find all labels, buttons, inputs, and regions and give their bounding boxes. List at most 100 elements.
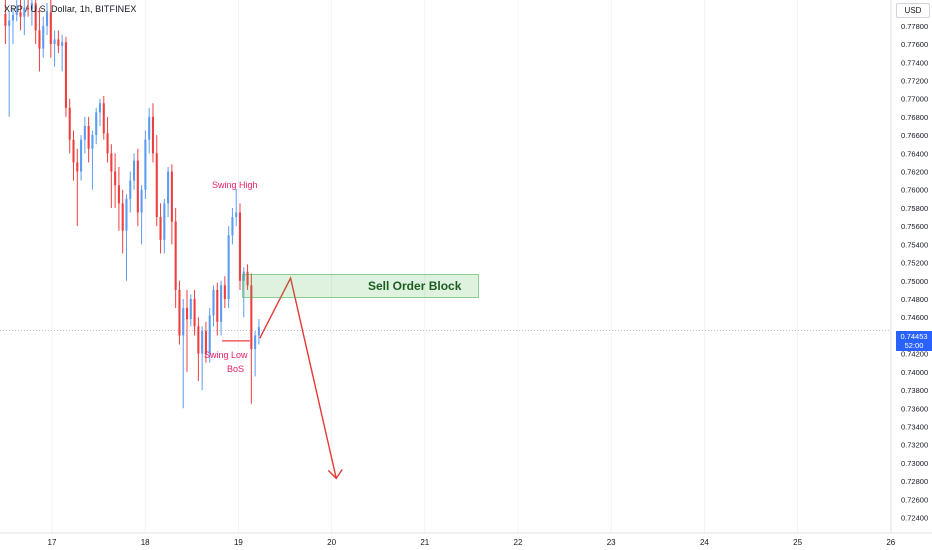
time-tick-label: 17 — [48, 538, 57, 547]
candle-body — [246, 271, 249, 286]
price-tick-label: 0.76200 — [901, 168, 928, 177]
price-tick-label: 0.73800 — [901, 386, 928, 395]
candle-body — [238, 212, 242, 281]
price-tick-label: 0.75400 — [901, 240, 928, 249]
candle-body — [227, 235, 230, 300]
candle-body — [189, 299, 192, 320]
price-tick-label: 0.77400 — [901, 58, 928, 67]
candle-body — [136, 160, 139, 213]
candle-body — [38, 30, 41, 49]
candle-body — [151, 116, 155, 154]
price-tick-label: 0.73400 — [901, 422, 928, 431]
candle-body — [61, 42, 64, 46]
projection-line — [259, 276, 337, 479]
time-tick-label: 23 — [607, 538, 616, 547]
price-tick-label: 0.75200 — [901, 259, 928, 268]
price-tick-label: 0.73600 — [901, 404, 928, 413]
candle-body — [42, 25, 45, 49]
candle-body — [170, 171, 173, 222]
candle-body — [148, 116, 151, 140]
candle-body — [80, 139, 83, 172]
candle-body — [185, 308, 189, 320]
candle-body — [178, 289, 181, 336]
candle-body — [167, 171, 170, 204]
time-tick-label: 24 — [700, 538, 709, 547]
candle-body — [163, 203, 166, 240]
sell-order-block-label: Sell Order Block — [368, 279, 462, 293]
time-axis[interactable]: 17 18 19 20 21 22 23 24 25 26 — [0, 532, 932, 547]
candle-body — [114, 171, 117, 186]
candle-body — [254, 335, 257, 350]
candle-body — [91, 135, 94, 149]
time-tick-label: 20 — [327, 538, 336, 547]
symbol-title[interactable]: XRP / U.S. Dollar, 1h, BITFINEX — [4, 4, 137, 14]
candle-body — [23, 7, 26, 17]
candle-body — [110, 153, 113, 172]
candle-body — [57, 39, 60, 46]
price-tick-label: 0.75600 — [901, 222, 928, 231]
currency-badge[interactable]: USD — [896, 3, 930, 18]
current-price-value: 0.74453 — [900, 332, 928, 341]
candle-body — [98, 103, 102, 113]
candle-body — [174, 221, 177, 290]
price-tick-label: 0.74600 — [901, 313, 928, 322]
candle-body — [72, 139, 75, 163]
candle-body — [129, 180, 132, 199]
candle-body — [49, 12, 52, 45]
price-tick-label: 0.72600 — [901, 495, 928, 504]
price-tick-label: 0.73000 — [901, 459, 928, 468]
candle-body — [140, 189, 143, 213]
candle-body — [208, 315, 211, 354]
candle-body — [231, 217, 234, 236]
sell-order-block-zone[interactable] — [242, 274, 479, 298]
time-tick-label: 18 — [141, 538, 150, 547]
price-tick-label: 0.77000 — [901, 95, 928, 104]
current-price-tag: 0.74453 52:00 — [896, 331, 932, 351]
time-tick-label: 21 — [420, 538, 429, 547]
grid — [51, 0, 892, 533]
candle-body — [53, 39, 56, 45]
candle-body — [117, 185, 120, 204]
time-tick-label: 25 — [793, 538, 802, 547]
price-tick-label: 0.77800 — [901, 22, 928, 31]
price-tick-label: 0.72400 — [901, 514, 928, 523]
price-tick-label: 0.74200 — [901, 350, 928, 359]
projection-path — [259, 276, 343, 480]
price-tick-label: 0.77200 — [901, 76, 928, 85]
candle-body — [87, 126, 90, 149]
price-tick-label: 0.72800 — [901, 477, 928, 486]
candle-body — [133, 160, 136, 181]
time-tick-label: 26 — [886, 538, 895, 547]
candle-body — [223, 285, 226, 300]
candle-body — [83, 126, 86, 140]
candle-body — [250, 285, 253, 350]
candle-body — [15, 12, 18, 15]
price-tick-label: 0.75000 — [901, 277, 928, 286]
candle-body — [102, 103, 105, 134]
candle-body — [216, 289, 219, 322]
candle-body — [159, 217, 162, 240]
candle-body — [30, 3, 33, 10]
price-tick-label: 0.74000 — [901, 368, 928, 377]
candle-body — [125, 198, 128, 231]
candle-body — [144, 139, 147, 190]
candles — [4, 0, 260, 409]
candle-body — [4, 14, 7, 26]
candle-body — [257, 327, 260, 336]
price-tick-label: 0.77600 — [901, 40, 928, 49]
candle-body — [204, 330, 207, 354]
price-axis[interactable]: 0.77800 0.77600 0.77400 0.77200 0.77000 0.768… — [890, 0, 928, 533]
candle-body — [68, 107, 71, 140]
candle-body — [155, 153, 158, 218]
price-tick-label: 0.75800 — [901, 204, 928, 213]
candle-body — [8, 20, 11, 26]
candle-body — [193, 299, 196, 327]
price-tick-label: 0.73200 — [901, 441, 928, 450]
candle-body — [201, 330, 204, 354]
candle-body — [19, 12, 22, 17]
candle-body — [106, 133, 109, 154]
time-tick-label: 22 — [514, 538, 523, 547]
price-tick-label: 0.74800 — [901, 295, 928, 304]
